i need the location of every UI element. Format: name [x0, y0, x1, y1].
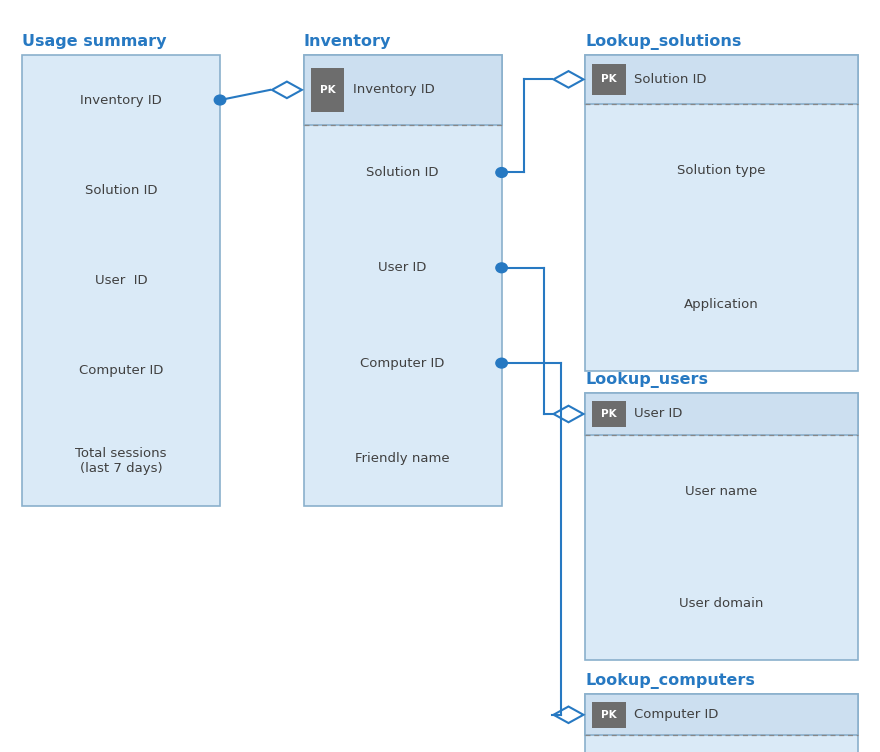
Text: Total sessions
(last 7 days): Total sessions (last 7 days)	[76, 447, 166, 475]
FancyBboxPatch shape	[592, 401, 626, 427]
Text: Friendly name: Friendly name	[356, 452, 450, 465]
FancyBboxPatch shape	[585, 694, 858, 752]
Text: User domain: User domain	[679, 597, 764, 611]
Text: Inventory: Inventory	[304, 34, 391, 49]
Text: Lookup_computers: Lookup_computers	[585, 673, 755, 689]
Text: Solution ID: Solution ID	[366, 166, 439, 179]
Circle shape	[496, 263, 508, 273]
Text: Lookup_users: Lookup_users	[585, 372, 708, 388]
Text: PK: PK	[319, 85, 335, 95]
Text: Application: Application	[685, 298, 759, 311]
Text: Solution ID: Solution ID	[634, 73, 707, 86]
FancyBboxPatch shape	[311, 68, 344, 111]
FancyBboxPatch shape	[304, 55, 502, 125]
Text: User  ID: User ID	[95, 274, 147, 287]
FancyBboxPatch shape	[585, 55, 858, 371]
FancyBboxPatch shape	[585, 393, 858, 660]
FancyBboxPatch shape	[22, 55, 220, 506]
Text: Solution ID: Solution ID	[84, 183, 158, 197]
FancyBboxPatch shape	[592, 64, 626, 95]
Text: User ID: User ID	[634, 408, 683, 420]
Text: Lookup_solutions: Lookup_solutions	[585, 34, 742, 50]
FancyBboxPatch shape	[592, 702, 626, 728]
Text: PK: PK	[601, 710, 617, 720]
Text: Inventory ID: Inventory ID	[80, 93, 162, 107]
Circle shape	[496, 168, 508, 177]
Text: PK: PK	[601, 74, 617, 84]
Text: Inventory ID: Inventory ID	[353, 83, 435, 96]
FancyBboxPatch shape	[585, 55, 858, 104]
Text: PK: PK	[601, 409, 617, 419]
Circle shape	[215, 95, 225, 105]
Text: Computer ID: Computer ID	[79, 364, 163, 378]
Circle shape	[496, 358, 508, 368]
Text: Solution type: Solution type	[678, 164, 766, 177]
FancyBboxPatch shape	[585, 393, 858, 435]
FancyBboxPatch shape	[304, 55, 502, 506]
FancyBboxPatch shape	[585, 694, 858, 735]
Text: User name: User name	[686, 484, 758, 498]
Text: Computer ID: Computer ID	[361, 356, 444, 370]
Text: Computer ID: Computer ID	[634, 708, 719, 721]
Text: User ID: User ID	[378, 261, 427, 274]
Text: Usage summary: Usage summary	[22, 34, 166, 49]
